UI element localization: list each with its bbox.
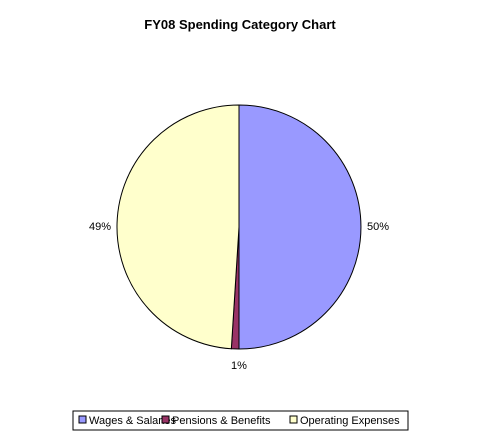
pie-slice-wages-salaries [238,104,362,350]
legend-swatch-wages-salaries [78,415,87,424]
pie-slice-operating-expenses [116,104,240,350]
data-label-wages-salaries: 50% [367,221,389,233]
data-label-operating-expenses: 49% [89,221,111,233]
chart-title: FY08 Spending Category Chart [144,17,336,32]
legend-box [72,410,409,431]
data-labels: 50% 1% 49% [89,221,389,372]
legend-label-wages-salaries: Wages & Salaries [89,415,177,427]
legend-swatch-operating-expenses [289,415,298,424]
legend-label-pensions-benefits: Pensions & Benefits [172,415,271,427]
legend-swatch-pensions-benefits [161,415,170,424]
legend-label-operating-expenses: Operating Expenses [300,415,400,427]
pie-slices [116,104,362,350]
data-label-pensions-benefits: 1% [231,360,247,372]
